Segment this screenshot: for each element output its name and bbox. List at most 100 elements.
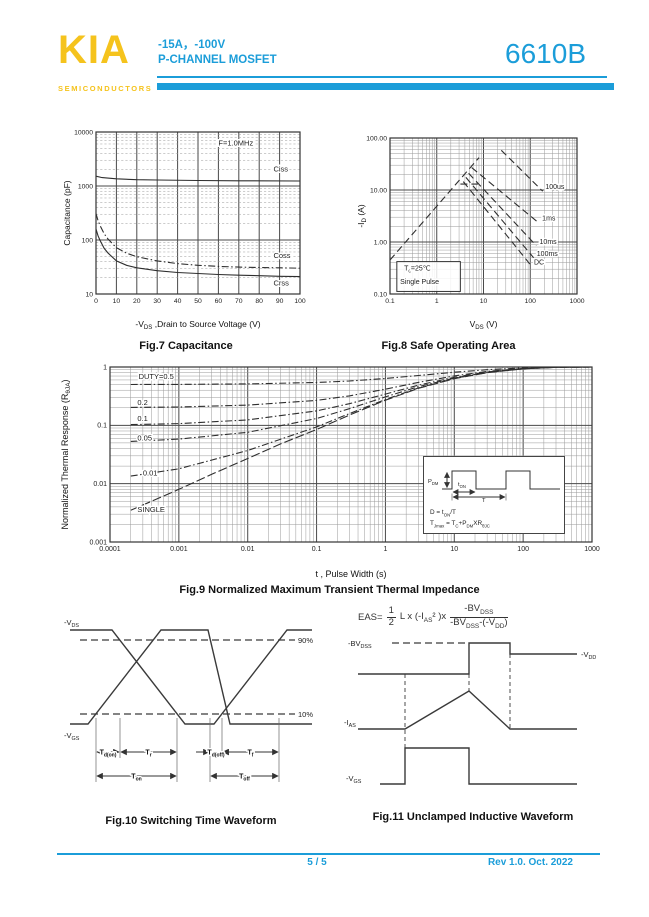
svg-text:70: 70 — [235, 298, 243, 305]
svg-text:t , Pulse Width (s): t , Pulse Width (s) — [315, 569, 386, 579]
svg-text:1ms: 1ms — [542, 215, 556, 222]
vds-waveform — [70, 629, 312, 725]
tr-label: Tr — [145, 750, 151, 759]
ten-percent-label: 10% — [298, 710, 313, 719]
fig9-caption: Fig.9 Normalized Maximum Transient Therm… — [179, 584, 480, 596]
vgs-label-fig11: -VGS — [346, 774, 362, 785]
svg-text:1: 1 — [435, 298, 439, 305]
figure-11: EAS= 1 2 L x (-IAS² )x -BVDSS -BVDSS-(-V… — [342, 603, 628, 823]
svg-text:0.1: 0.1 — [97, 423, 107, 430]
pulse-train-diagram: PDM tON T — [428, 470, 560, 504]
vdd-label: -VDD — [581, 650, 596, 661]
svg-text:Single Pulse: Single Pulse — [400, 279, 439, 286]
svg-text:100ms: 100ms — [537, 251, 559, 258]
pulse-amplitude-label: PDM — [428, 479, 439, 486]
td-on-label: Td(on) — [100, 750, 117, 759]
brand-subtitle: SEMICONDUCTORS — [58, 84, 153, 93]
svg-text:10: 10 — [450, 546, 458, 553]
header-rule-thick — [157, 83, 614, 90]
period-label: T — [482, 498, 486, 503]
svg-text:0.0001: 0.0001 — [99, 546, 121, 553]
svg-text:Ciss: Ciss — [273, 165, 288, 174]
fig11-eas-formula: EAS= 1 2 L x (-IAS² )x -BVDSS -BVDSS-(-V… — [358, 603, 628, 630]
vgs-waveform — [70, 629, 312, 725]
svg-text:DC: DC — [534, 259, 544, 266]
figure-10: -VDS -VGS 90% 10% Td(on) Tr Td(off) Tf T… — [62, 612, 320, 827]
svg-text:0.1: 0.1 — [385, 298, 395, 305]
fig9-thermal-impedance-chart: 0.0001 0.001 0.01 0.1 1 10 100 1000 0.001 0.01 0.1… — [57, 360, 602, 580]
svg-text:100: 100 — [294, 298, 306, 305]
svg-text:1000: 1000 — [78, 183, 93, 190]
svg-text:100us: 100us — [545, 184, 565, 191]
svg-text:10: 10 — [85, 291, 93, 298]
formula-lhs: EAS= — [358, 611, 383, 623]
device-type: P-CHANNEL MOSFET — [158, 54, 277, 66]
ias-label: -IAS — [344, 718, 356, 729]
pulse-train-path — [442, 470, 560, 490]
fig11-unclamped-waveform-svg: -BVDSS -VDD -IAS -VGS — [344, 639, 596, 785]
svg-text:Capacitance (pF): Capacitance (pF) — [62, 180, 72, 245]
fig11-caption: Fig.11 Unclamped Inductive Waveform — [372, 811, 574, 823]
tf-label: Tf — [248, 750, 254, 759]
fig10-caption: Fig.10 Switching Time Waveform — [105, 815, 277, 827]
svg-text:0.1: 0.1 — [137, 414, 147, 423]
svg-text:Normalized Thermal Response (R: Normalized Thermal Response (RθJA) — [60, 379, 72, 529]
svg-text:Tc=25℃: Tc=25℃ — [404, 266, 431, 275]
figure-8: 0.1 1 10 100 1000 0.10 1.00 10.00 100.00 VDS (V) -… — [352, 126, 589, 352]
svg-text:Coss: Coss — [273, 251, 290, 260]
svg-text:0: 0 — [94, 298, 98, 305]
svg-text:0.01: 0.01 — [143, 469, 158, 478]
svg-text:0.10: 0.10 — [374, 291, 387, 298]
svg-text:100: 100 — [82, 237, 94, 244]
svg-text:-VDS ,Drain to Source Voltage: -VDS ,Drain to Source Voltage (V) — [135, 319, 260, 330]
vds-trace — [358, 642, 577, 675]
svg-text:10000: 10000 — [74, 129, 93, 136]
fig8-soa-chart: 0.1 1 10 100 1000 0.10 1.00 10.00 100.00 VDS (V) -… — [352, 126, 589, 330]
svg-text:DUTY=0.5: DUTY=0.5 — [139, 372, 174, 381]
device-rating: -15A，-100V — [158, 39, 226, 51]
figure-9: 0.0001 0.001 0.01 0.1 1 10 100 1000 0.001 0.01 0.1… — [57, 360, 602, 596]
svg-text:F=1.0MHz: F=1.0MHz — [218, 139, 253, 148]
svg-text:1.00: 1.00 — [374, 239, 387, 246]
svg-text:10ms: 10ms — [540, 239, 558, 246]
svg-text:0.01: 0.01 — [241, 546, 255, 553]
footer-rule — [57, 853, 600, 855]
svg-text:1000: 1000 — [584, 546, 600, 553]
svg-text:-ID (A): -ID (A) — [356, 204, 368, 227]
svg-text:0.001: 0.001 — [89, 539, 107, 546]
svg-text:100: 100 — [525, 298, 537, 305]
fig7-capacitance-chart: 0 10 20 30 40 50 60 70 80 90 100 10 100 1000 10000 -VDS… — [60, 126, 312, 330]
figure-7: 0 10 20 30 40 50 60 70 80 90 100 10 100 1000 10000 -VDS… — [60, 126, 312, 352]
svg-text:1: 1 — [383, 546, 387, 553]
brand-logo: KIA — [58, 28, 130, 72]
svg-text:80: 80 — [255, 298, 263, 305]
revision-text: Rev 1.0. Oct. 2022 — [487, 857, 573, 868]
vds-label: -VDS — [64, 618, 79, 629]
svg-text:20: 20 — [133, 298, 141, 305]
svg-text:100: 100 — [517, 546, 529, 553]
formula-mid: L x (-IAS² )x — [399, 610, 447, 624]
vgs-trace — [380, 747, 577, 785]
svg-text:10: 10 — [480, 298, 488, 305]
tjmax-formula: TJmax = TC+PDMXRθJC — [430, 519, 490, 529]
formula-voltage-fraction: -BVDSS -BVDSS-(-VDD) — [450, 603, 508, 630]
ton-label: tON — [458, 482, 466, 489]
svg-text:50: 50 — [194, 298, 202, 305]
svg-text:1000: 1000 — [569, 298, 584, 305]
svg-text:0.1: 0.1 — [312, 546, 322, 553]
td-off-label: Td(off) — [207, 750, 224, 759]
svg-text:100.00: 100.00 — [366, 135, 387, 142]
header-rule-thin — [157, 76, 607, 78]
ton-label: Ton — [131, 774, 141, 783]
svg-text:Crss: Crss — [273, 278, 289, 287]
svg-text:30: 30 — [153, 298, 161, 305]
fig7-caption: Fig.7 Capacitance — [139, 340, 233, 352]
svg-text:40: 40 — [174, 298, 182, 305]
fig8-caption: Fig.8 Safe Operating Area — [381, 340, 516, 352]
fig10-switching-waveform-svg: -VDS -VGS 90% 10% Td(on) Tr Td(off) Tf T… — [64, 618, 313, 784]
svg-text:0.2: 0.2 — [137, 398, 147, 407]
svg-text:0.05: 0.05 — [137, 434, 152, 443]
formula-half-fraction: 1 2 — [386, 604, 396, 628]
svg-text:0.01: 0.01 — [93, 481, 107, 488]
